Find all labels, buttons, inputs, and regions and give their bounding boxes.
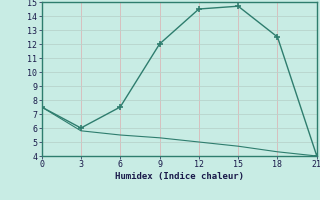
X-axis label: Humidex (Indice chaleur): Humidex (Indice chaleur) <box>115 172 244 181</box>
